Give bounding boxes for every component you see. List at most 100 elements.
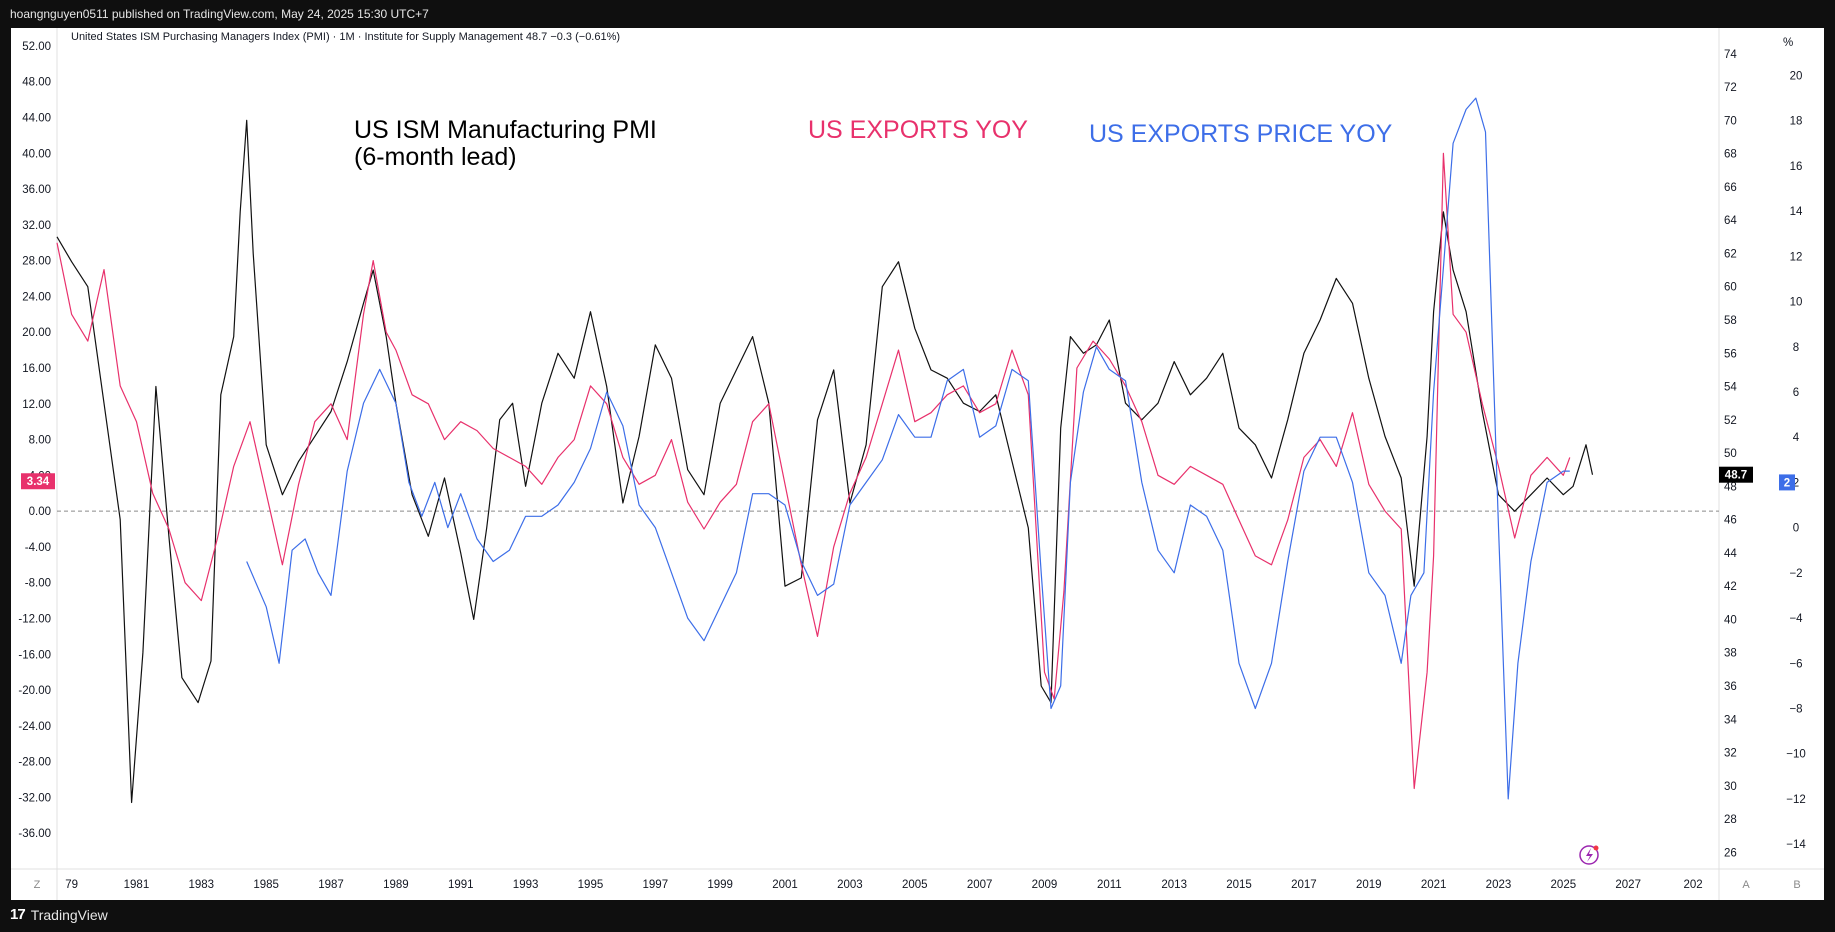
lightning-icon-ring (1579, 845, 1599, 865)
right-axis-pmi-tick: 60 (1724, 282, 1737, 294)
right-axis-pmi-tick: 72 (1724, 82, 1737, 94)
tradingview-brand[interactable]: 17 TradingView (10, 906, 108, 923)
scale-button: A (1742, 879, 1750, 891)
right-axis-pmi-tick: 70 (1724, 115, 1737, 127)
right-axis-pmi-tick: 34 (1724, 714, 1737, 726)
pmi-value-badge (1719, 466, 1753, 483)
left-axis-tick: 40.00 (22, 148, 51, 160)
right-axis-pmi-tick: 38 (1724, 648, 1737, 660)
x-axis-tick: 2017 (1291, 879, 1317, 891)
x-axis-tick: 2011 (1097, 879, 1122, 891)
right-axis-pmi-tick: 66 (1724, 182, 1737, 194)
left-axis-tick: -36.00 (18, 828, 51, 840)
left-axis-tick: -12.00 (18, 613, 51, 625)
left-axis-tick: 28.00 (22, 256, 51, 268)
left-axis-tick: -8.00 (25, 578, 51, 590)
left-axis-tick: 52.00 (22, 41, 51, 53)
right-axis-pmi-tick: 68 (1724, 149, 1737, 161)
pmi-line (56, 119, 1594, 804)
right-axis-pmi-tick: 54 (1724, 382, 1737, 394)
exports-title-annotation: US EXPORTS YOY (808, 116, 1028, 144)
left-axis-tick: 32.00 (22, 220, 51, 232)
right-axis-pmi-tick: 46 (1724, 515, 1737, 527)
right-axis-pct-tick: 12 (1790, 251, 1803, 263)
right-axis-pct-tick: 8 (1793, 342, 1799, 354)
price-value-label: 2 (1784, 477, 1790, 489)
pmi-subtitle-annotation: (6-month lead) (354, 143, 517, 171)
right-axis-pct-tick: −12 (1786, 794, 1806, 806)
left-axis-tick: -28.00 (18, 757, 51, 769)
x-axis-tick: 1989 (383, 879, 409, 891)
left-axis-tick: -32.00 (18, 792, 51, 804)
x-axis-tick: 1983 (189, 879, 215, 891)
left-axis-tick: 44.00 (22, 112, 51, 124)
top-bar: hoangnguyen0511 published on TradingView… (0, 0, 1835, 28)
x-axis-tick: 2023 (1486, 879, 1512, 891)
right-axis-pmi-tick: 58 (1724, 315, 1737, 327)
lightning-icon-dot (1593, 845, 1599, 851)
left-axis-tick: 16.00 (22, 363, 51, 375)
left-axis-tick: -24.00 (18, 721, 51, 733)
exports-yoy-line (56, 152, 1571, 790)
lightning-icon-bolt (1586, 848, 1593, 862)
x-axis-tick: 1991 (448, 879, 474, 891)
left-value-label: 3.34 (27, 476, 50, 488)
right-axis-pmi-tick: 50 (1724, 448, 1737, 460)
publish-info: hoangnguyen0511 published on TradingView… (10, 7, 429, 21)
exports-price-yoy-line (246, 97, 1570, 800)
x-axis-tick: 2005 (902, 879, 928, 891)
left-value-badge (21, 473, 55, 490)
left-axis-tick: 24.00 (22, 291, 51, 303)
right-axis-pct-tick: 6 (1793, 387, 1799, 399)
scale-button: B (1793, 879, 1800, 891)
x-axis-tick: 1981 (124, 879, 150, 891)
right-axis-pct-tick: 16 (1790, 161, 1803, 173)
x-axis-tick: 2009 (1032, 879, 1058, 891)
pmi-title-annotation: US ISM Manufacturing PMI (354, 116, 657, 144)
x-axis-tick: 2027 (1615, 879, 1641, 891)
right-axis-pmi-tick: 62 (1724, 248, 1737, 260)
right-axis-pmi-tick: 42 (1724, 581, 1737, 593)
x-axis-tick: 2007 (967, 879, 993, 891)
right-axis-pmi-tick: 74 (1724, 49, 1737, 61)
x-axis-tick: 2019 (1356, 879, 1382, 891)
brand-name: TradingView (30, 906, 108, 923)
right-axis-pmi-tick: 48 (1724, 481, 1737, 493)
x-axis-tick: 1997 (643, 879, 669, 891)
x-axis-tick: 2003 (837, 879, 863, 891)
x-axis-tick: 2001 (772, 879, 798, 891)
chart-legend: United States ISM Purchasing Managers In… (71, 31, 620, 43)
left-axis-tick: 20.00 (22, 327, 51, 339)
x-axis-tick: 1987 (318, 879, 344, 891)
lightning-icon[interactable] (1579, 845, 1599, 865)
chart-svg[interactable]: 52.0048.0044.0040.0036.0032.0028.0024.00… (11, 28, 1824, 900)
right-axis-pct-tick: −4 (1789, 613, 1803, 625)
right-axis-pmi-tick: 32 (1724, 748, 1737, 760)
x-axis-tick: 1985 (253, 879, 279, 891)
right-axis-pmi-tick: 28 (1724, 814, 1737, 826)
right-axis-pct-tick: 2 (1793, 477, 1799, 489)
right-axis-pct-tick: 10 (1790, 297, 1803, 309)
right-axis-pmi-tick: 40 (1724, 614, 1737, 626)
price-value-badge (1779, 474, 1795, 491)
right-axis-pct-tick: 14 (1790, 206, 1803, 218)
left-axis-tick: 0.00 (29, 506, 51, 518)
x-axis-tick: 1993 (513, 879, 539, 891)
left-axis-tick: 8.00 (29, 435, 51, 447)
right-axis-pmi-tick: 30 (1724, 781, 1737, 793)
x-axis-tick: 2021 (1421, 879, 1447, 891)
right-axis-pmi-tick: 36 (1724, 681, 1737, 693)
left-axis-tick: 12.00 (22, 399, 51, 411)
right-axis-pct-tick: 18 (1790, 116, 1803, 128)
tradingview-logo-icon: 17 (10, 906, 26, 923)
scale-button: Z (34, 879, 41, 891)
pct-unit-label: % (1783, 37, 1793, 49)
x-axis-tick: 2015 (1226, 879, 1252, 891)
left-axis-tick: 36.00 (22, 184, 51, 196)
right-axis-pct-tick: 20 (1790, 70, 1803, 82)
x-axis-tick: 202 (1683, 879, 1702, 891)
right-axis-pct-tick: −14 (1786, 839, 1806, 851)
price-title-annotation: US EXPORTS PRICE YOY (1089, 120, 1393, 148)
right-axis-pmi-tick: 26 (1724, 847, 1737, 859)
chart-area[interactable]: 52.00 48.00 44.00 40.00 36.00 32.00 28.00 24.00… (11, 28, 1824, 900)
